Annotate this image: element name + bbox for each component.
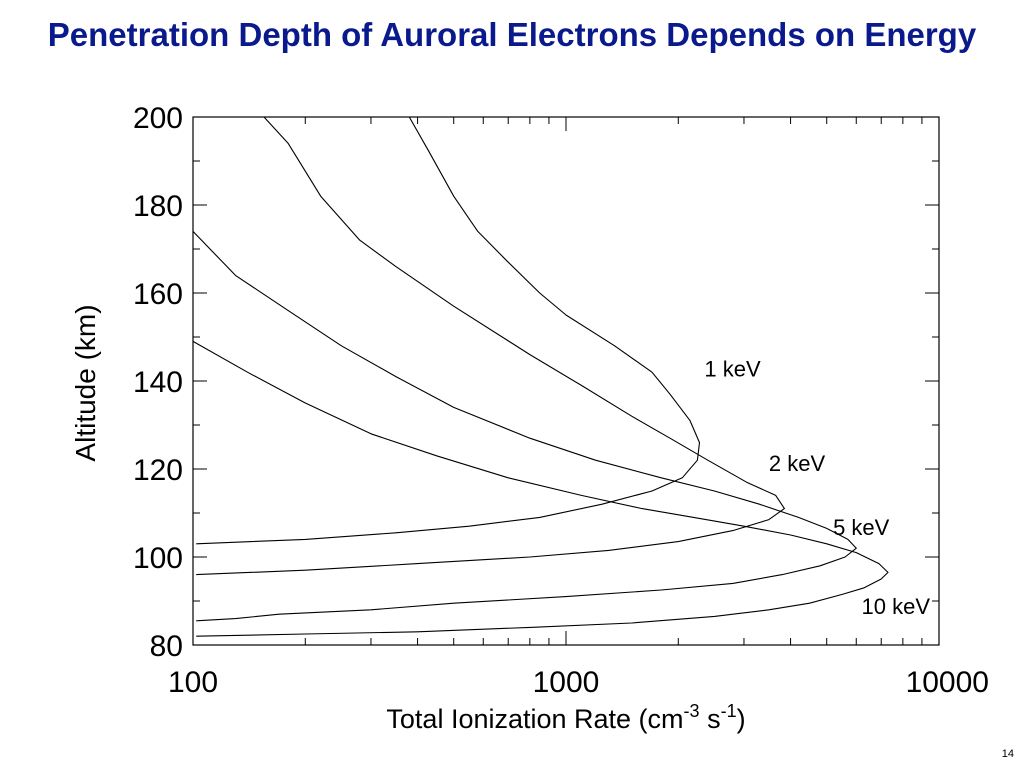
- x-axis-label-part: Total Ionization Rate (cm: [386, 704, 683, 734]
- y-tick-label: 120: [133, 454, 183, 487]
- x-tick-label: 10000: [906, 666, 989, 699]
- y-tick-label: 80: [150, 630, 183, 663]
- series-line-2-kev: [196, 116, 785, 576]
- y-tick-label: 160: [133, 278, 183, 311]
- plot-frame: [192, 116, 940, 646]
- x-axis-label-superscript: -3: [684, 701, 700, 721]
- series-line-5-kev: [192, 231, 857, 622]
- slide-title: Penetration Depth of Auroral Electrons D…: [47, 16, 977, 53]
- y-tick-label: 180: [133, 190, 183, 223]
- x-axis-label-part: s: [700, 704, 721, 734]
- x-axis-label: Total Ionization Rate (cm-3 s-1): [386, 701, 745, 734]
- series-label-2-kev: 2 keV: [769, 451, 826, 476]
- series-line-10-kev: [192, 340, 889, 637]
- series-label-10-kev: 10 keV: [862, 594, 931, 619]
- x-axis-label-superscript: -1: [721, 701, 737, 721]
- x-tick-label: 1000: [533, 666, 600, 699]
- y-tick-label: 140: [133, 366, 183, 399]
- series-label-1-kev: 1 keV: [704, 357, 761, 382]
- y-tick-label: 200: [133, 102, 183, 135]
- y-axis-label: Altitude (km): [70, 304, 101, 461]
- series-label-5-kev: 5 keV: [833, 515, 890, 540]
- page-number: 14: [1001, 748, 1014, 760]
- series-line-1-kev: [196, 116, 701, 545]
- y-tick-label: 100: [133, 542, 183, 575]
- x-axis-label-part: ): [737, 704, 746, 734]
- x-tick-label: 100: [168, 666, 218, 699]
